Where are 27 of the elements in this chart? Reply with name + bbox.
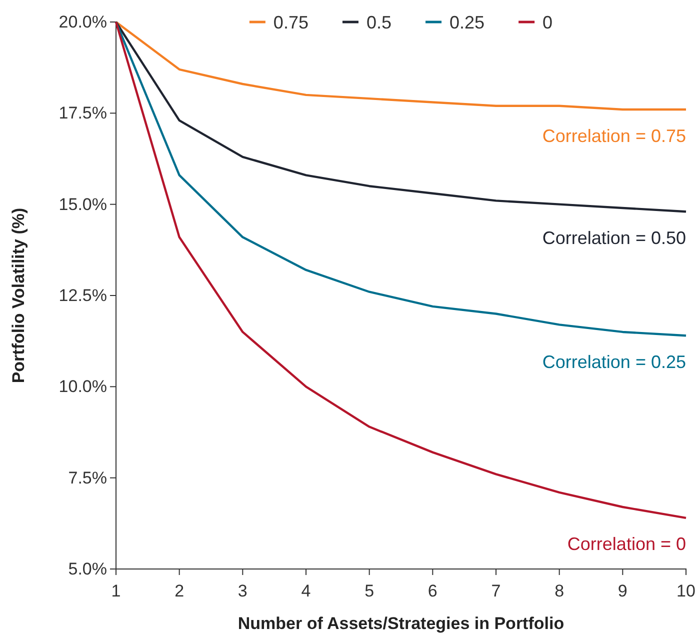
x-tick-label: 3 (238, 582, 248, 601)
y-tick-label: 20.0% (58, 12, 107, 32)
y-tick-label: 17.5% (58, 104, 107, 123)
x-tick-label: 2 (174, 582, 184, 601)
x-axis-title: Number of Assets/Strategies in Portfolio (238, 614, 564, 633)
annotation: Correlation = 0.25 (542, 352, 686, 372)
y-axis-title: Portfolio Volatility (%) (9, 208, 28, 384)
y-tick-label: 15.0% (58, 194, 107, 214)
annotation: Correlation = 0.50 (542, 228, 686, 248)
y-tick-label: 5.0% (68, 559, 107, 578)
annotation: Correlation = 0.75 (542, 126, 686, 146)
annotation: Correlation = 0 (567, 534, 686, 554)
legend-label: 0.5 (366, 12, 392, 32)
y-tick-label: 7.5% (68, 468, 107, 488)
y-tick-label: 12.5% (58, 286, 107, 305)
x-tick-label: 4 (301, 582, 311, 601)
x-tick-label: 6 (428, 582, 438, 601)
legend-label: 0.75 (273, 12, 308, 32)
legend-label: 0 (542, 12, 553, 32)
x-tick-label: 5 (364, 582, 374, 601)
x-tick-label: 7 (491, 582, 501, 601)
x-tick-label: 8 (554, 582, 564, 601)
x-tick-label: 10 (676, 582, 696, 601)
x-tick-label: 9 (618, 582, 628, 601)
y-tick-label: 10.0% (58, 377, 107, 396)
legend-label: 0.25 (450, 12, 485, 32)
x-tick-label: 1 (111, 582, 121, 601)
